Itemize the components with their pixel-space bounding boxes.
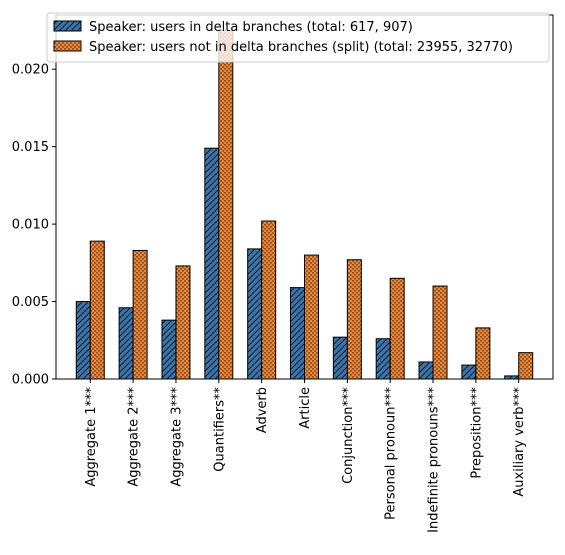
x-tick-label: Aggregate 3*** xyxy=(169,387,184,487)
x-tick-label: Conjunction*** xyxy=(341,387,356,484)
y-tick-label: 0.015 xyxy=(12,140,49,155)
bar-delta-6 xyxy=(332,336,348,380)
bar-delta-0 xyxy=(75,301,91,380)
bar-non-delta-6 xyxy=(346,259,362,380)
x-tick-label: Personal pronoun*** xyxy=(384,387,399,520)
y-tick-label: 0.020 xyxy=(12,63,49,78)
x-tick-label: Auxiliary verb*** xyxy=(512,387,527,497)
y-tick-label: 0.010 xyxy=(12,218,49,233)
bar-non-delta-1 xyxy=(132,249,148,380)
bar-delta-2 xyxy=(161,319,177,380)
bar-non-delta-5 xyxy=(304,254,319,380)
legend-box xyxy=(46,12,550,63)
bar-non-delta-4 xyxy=(261,220,277,380)
legend-label-0: Speaker: users in delta branches (total:… xyxy=(89,20,413,35)
bar-non-delta-3 xyxy=(218,29,234,380)
x-tick-label: Article xyxy=(298,387,313,429)
legend-swatch-0 xyxy=(53,20,82,32)
bar-delta-9 xyxy=(461,364,477,380)
x-tick-label: Preposition*** xyxy=(469,387,484,479)
bar-delta-7 xyxy=(375,338,391,380)
bars-layer xyxy=(75,29,534,380)
bar-non-delta-7 xyxy=(389,277,405,380)
x-tick-label: Aggregate 2*** xyxy=(127,387,142,487)
bar-delta-3 xyxy=(204,147,220,380)
bar-delta-8 xyxy=(418,361,434,380)
x-tick-label: Adverb xyxy=(255,387,270,433)
legend-swatch-1 xyxy=(53,40,82,52)
bar-non-delta-9 xyxy=(475,327,491,380)
y-tick-label: 0.005 xyxy=(12,295,49,310)
x-tick-label: Aggregate 1*** xyxy=(84,387,99,487)
bar-non-delta-8 xyxy=(432,285,448,380)
x-tick-label: Quantifiers** xyxy=(212,387,227,472)
legend-label-1: Speaker: users not in delta branches (sp… xyxy=(89,40,513,55)
axes-layer: 0.000 0.005 0.010 0.015 0.020 Aggregate 1*** A… xyxy=(12,14,554,533)
bar-non-delta-10 xyxy=(518,352,534,380)
bar-delta-1 xyxy=(118,307,134,380)
legend: Speaker: users in delta branches (total:… xyxy=(46,12,550,63)
bar-non-delta-2 xyxy=(175,265,191,380)
x-tick-label: Indefinite pronouns*** xyxy=(427,387,442,533)
y-tick-label: 0.000 xyxy=(12,373,49,388)
bar-non-delta-0 xyxy=(89,240,105,380)
bar-delta-5 xyxy=(290,287,305,380)
bar-delta-4 xyxy=(247,248,263,380)
